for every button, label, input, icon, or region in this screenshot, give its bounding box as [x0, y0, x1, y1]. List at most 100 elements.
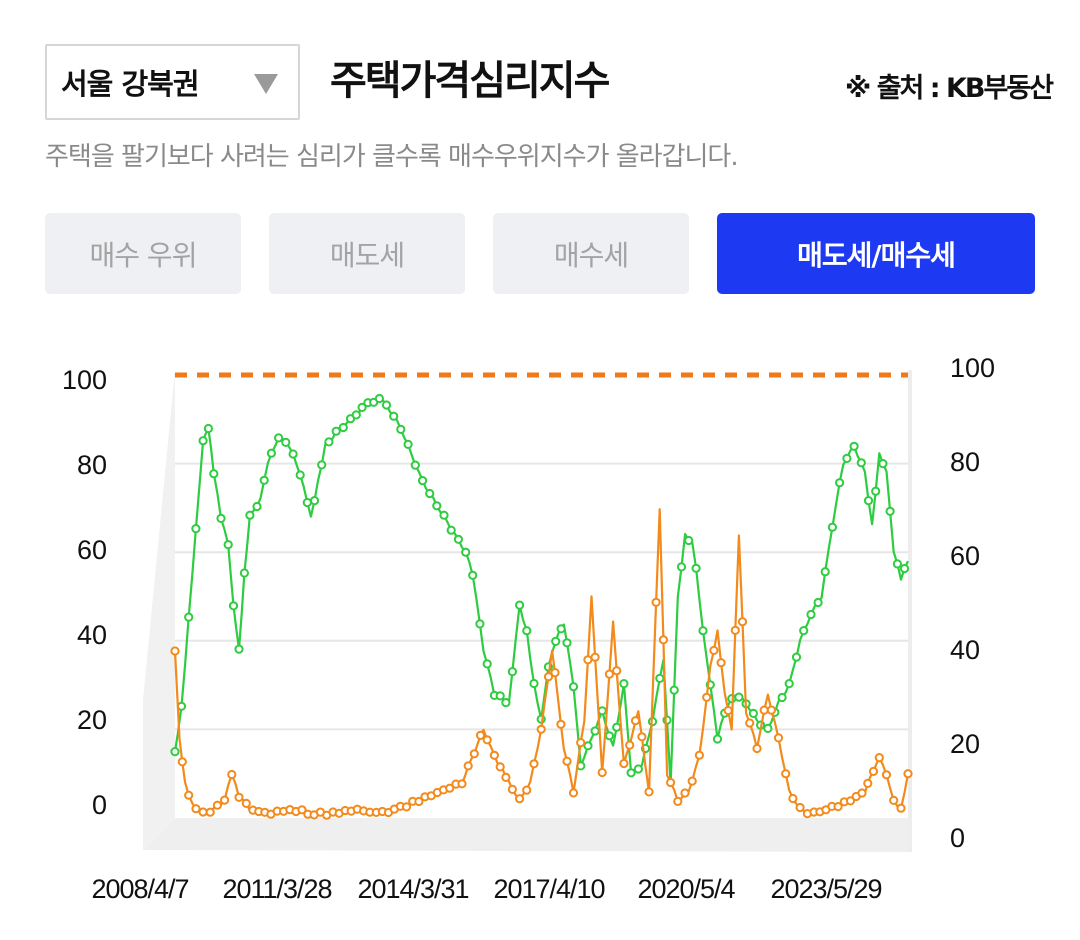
- chart-series: [170, 393, 913, 820]
- data-point-orange: [205, 807, 215, 817]
- data-point-green: [396, 424, 406, 435]
- data-point-green: [338, 422, 348, 433]
- data-point-green: [590, 726, 600, 736]
- data-point-orange: [227, 769, 237, 780]
- data-point-green: [475, 619, 485, 629]
- data-point-orange: [475, 730, 486, 740]
- data-point-green: [626, 768, 636, 778]
- page-subtitle: 주택을 팔기보다 사려는 심리가 클수록 매수우위지수가 올라갑니다.: [45, 142, 739, 172]
- data-point-orange: [241, 798, 251, 808]
- data-point-green: [317, 460, 327, 470]
- tab-sell-side[interactable]: 매도세: [269, 213, 465, 294]
- data-point-orange: [723, 705, 733, 716]
- data-point-orange: [702, 692, 712, 702]
- chart-left-wall: [143, 370, 175, 850]
- data-point-orange: [590, 652, 600, 662]
- data-point-orange: [297, 805, 307, 815]
- data-point-green: [403, 439, 413, 450]
- data-point-green: [425, 488, 435, 499]
- x-tick-label: 2020/5/4: [637, 874, 735, 904]
- data-point-green: [331, 426, 341, 436]
- data-point-green: [351, 410, 361, 420]
- tab-sell-buy-side[interactable]: 매도세/매수세: [717, 213, 1035, 294]
- left-tick-label: 40: [77, 620, 107, 650]
- data-point-orange: [896, 803, 906, 813]
- x-tick-label: 2011/3/28: [222, 874, 331, 904]
- data-point-green: [309, 496, 320, 506]
- data-point-green: [461, 547, 471, 557]
- data-point-green: [191, 524, 201, 534]
- data-point-green: [777, 692, 787, 703]
- data-point-green: [619, 679, 629, 689]
- data-point-green: [274, 433, 284, 443]
- data-point-green: [482, 659, 492, 669]
- data-point-green: [763, 723, 773, 733]
- data-point-green: [381, 400, 392, 410]
- data-point-orange: [556, 719, 566, 729]
- data-point-green: [604, 731, 615, 741]
- data-point-green: [295, 470, 305, 480]
- data-point-green: [583, 741, 593, 751]
- data-point-green: [551, 636, 561, 646]
- data-point-orange: [515, 794, 525, 804]
- data-point-orange: [773, 733, 784, 743]
- data-point-orange: [651, 597, 661, 607]
- data-point-green: [849, 441, 859, 451]
- region-select[interactable]: 서울 강북권: [45, 44, 300, 120]
- left-tick-label: 20: [77, 705, 107, 735]
- data-point-green: [515, 600, 525, 610]
- data-point-orange: [536, 724, 546, 734]
- data-point-orange: [666, 777, 676, 788]
- tab-buy-side[interactable]: 매수세: [493, 213, 689, 294]
- data-point-green: [203, 423, 213, 434]
- data-point-green: [820, 567, 830, 577]
- tab-bar: 매수 우위 매도세 매수세 매도세/매수세: [45, 213, 1035, 294]
- data-point-orange: [543, 672, 554, 682]
- data-point-orange: [507, 784, 518, 794]
- data-point-orange: [445, 783, 455, 793]
- data-point-green: [878, 459, 888, 469]
- data-point-green: [170, 747, 180, 757]
- data-point-green: [655, 673, 665, 683]
- data-point-green: [234, 644, 244, 654]
- data-point-orange: [583, 655, 593, 665]
- data-point-orange: [752, 743, 762, 754]
- right-tick-label: 60: [950, 541, 980, 571]
- data-point-orange: [469, 749, 479, 759]
- data-point-green: [439, 510, 449, 520]
- data-point-green: [239, 568, 249, 578]
- data-point-green: [871, 486, 881, 496]
- data-point-orange: [463, 761, 473, 771]
- data-point-orange: [857, 788, 867, 798]
- data-point-green: [288, 449, 298, 459]
- right-axis-ticks: 0 20 40 60 80 100: [950, 353, 995, 853]
- data-point-green: [281, 437, 291, 448]
- data-point-orange: [716, 658, 726, 668]
- data-point-green: [734, 692, 744, 702]
- data-point-orange: [795, 802, 805, 813]
- data-point-green: [684, 535, 694, 546]
- data-point-green: [410, 460, 420, 470]
- data-point-green: [245, 510, 255, 520]
- data-point-orange: [220, 795, 230, 805]
- data-point-orange: [619, 758, 629, 769]
- data-point-green: [791, 652, 802, 662]
- data-point-green: [501, 698, 511, 708]
- data-point-green: [698, 626, 708, 636]
- data-point-orange: [687, 776, 697, 786]
- data-point-green: [198, 436, 208, 446]
- data-point-green: [827, 522, 838, 532]
- chart: 0 20 40 60 80 100 0 20 40 60 80 100 2008/4/7 2011/3…: [62, 353, 995, 904]
- data-point-green: [612, 722, 622, 732]
- data-point-green: [568, 682, 579, 692]
- data-point-green: [209, 469, 219, 479]
- tab-buy-dominance[interactable]: 매수 우위: [45, 213, 241, 294]
- data-point-green: [691, 563, 701, 573]
- data-point-orange: [759, 705, 769, 715]
- data-point-green: [899, 563, 910, 574]
- x-tick-label: 2017/4/10: [493, 874, 604, 904]
- data-point-orange: [868, 766, 879, 776]
- right-tick-label: 20: [950, 729, 980, 759]
- chart-right-wall: [908, 370, 912, 852]
- data-point-green: [669, 685, 679, 695]
